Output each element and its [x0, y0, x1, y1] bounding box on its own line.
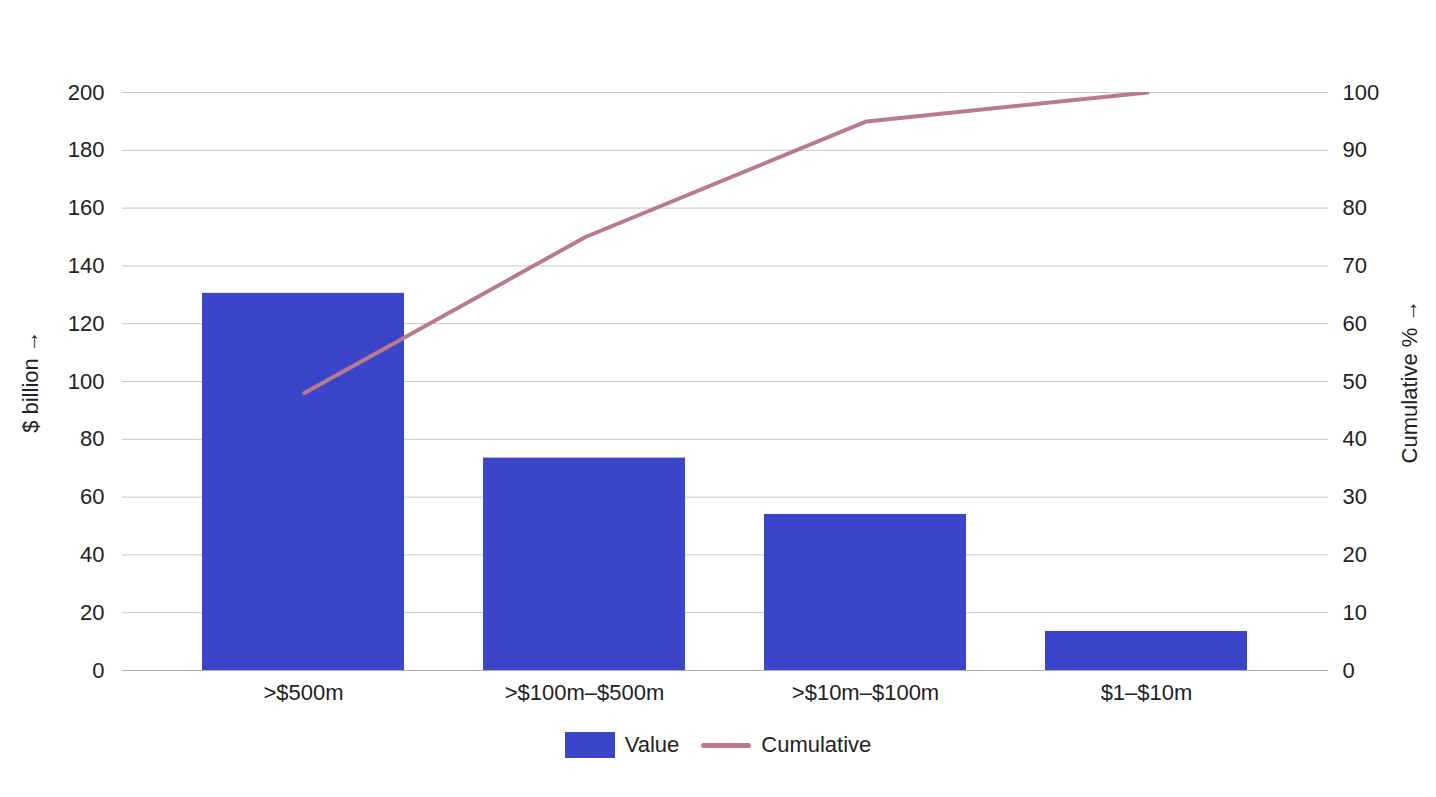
svg-text:$1–$10m: $1–$10m	[1101, 680, 1193, 705]
svg-text:20: 20	[80, 600, 104, 625]
svg-text:30: 30	[1343, 484, 1367, 509]
svg-text:10: 10	[1343, 600, 1367, 625]
html-text:Cumulative: Cumulative	[761, 732, 872, 757]
svg-text:100: 100	[68, 369, 105, 394]
svg-text:0: 0	[1343, 658, 1355, 683]
svg-text:140: 140	[68, 253, 105, 278]
svg-text:180: 180	[68, 137, 105, 162]
svg-text:90: 90	[1343, 137, 1367, 162]
svg-text:20: 20	[1343, 542, 1367, 567]
svg-text:60: 60	[1343, 311, 1367, 336]
svg-text:70: 70	[1343, 253, 1367, 278]
svg-text:>$500m: >$500m	[263, 680, 343, 705]
svg-text:160: 160	[68, 195, 105, 220]
svg-text:40: 40	[1343, 426, 1367, 451]
svg-text:40: 40	[80, 542, 104, 567]
svg-text:Cumulative % →: Cumulative % →	[1397, 300, 1422, 464]
svg-text:80: 80	[80, 426, 104, 451]
svg-text:120: 120	[68, 311, 105, 336]
svg-text:60: 60	[80, 484, 104, 509]
svg-text:>$10m–$100m: >$10m–$100m	[792, 680, 939, 705]
svg-text:>$100m–$500m: >$100m–$500m	[505, 680, 665, 705]
svg-text:100: 100	[1343, 80, 1380, 105]
html-text:Value: Value	[624, 732, 680, 757]
svg-text:0: 0	[92, 658, 104, 683]
svg-text:80: 80	[1343, 195, 1367, 220]
svg-text:$ billion →: $ billion →	[18, 330, 43, 433]
svg-text:50: 50	[1343, 369, 1367, 394]
svg-text:200: 200	[68, 80, 105, 105]
